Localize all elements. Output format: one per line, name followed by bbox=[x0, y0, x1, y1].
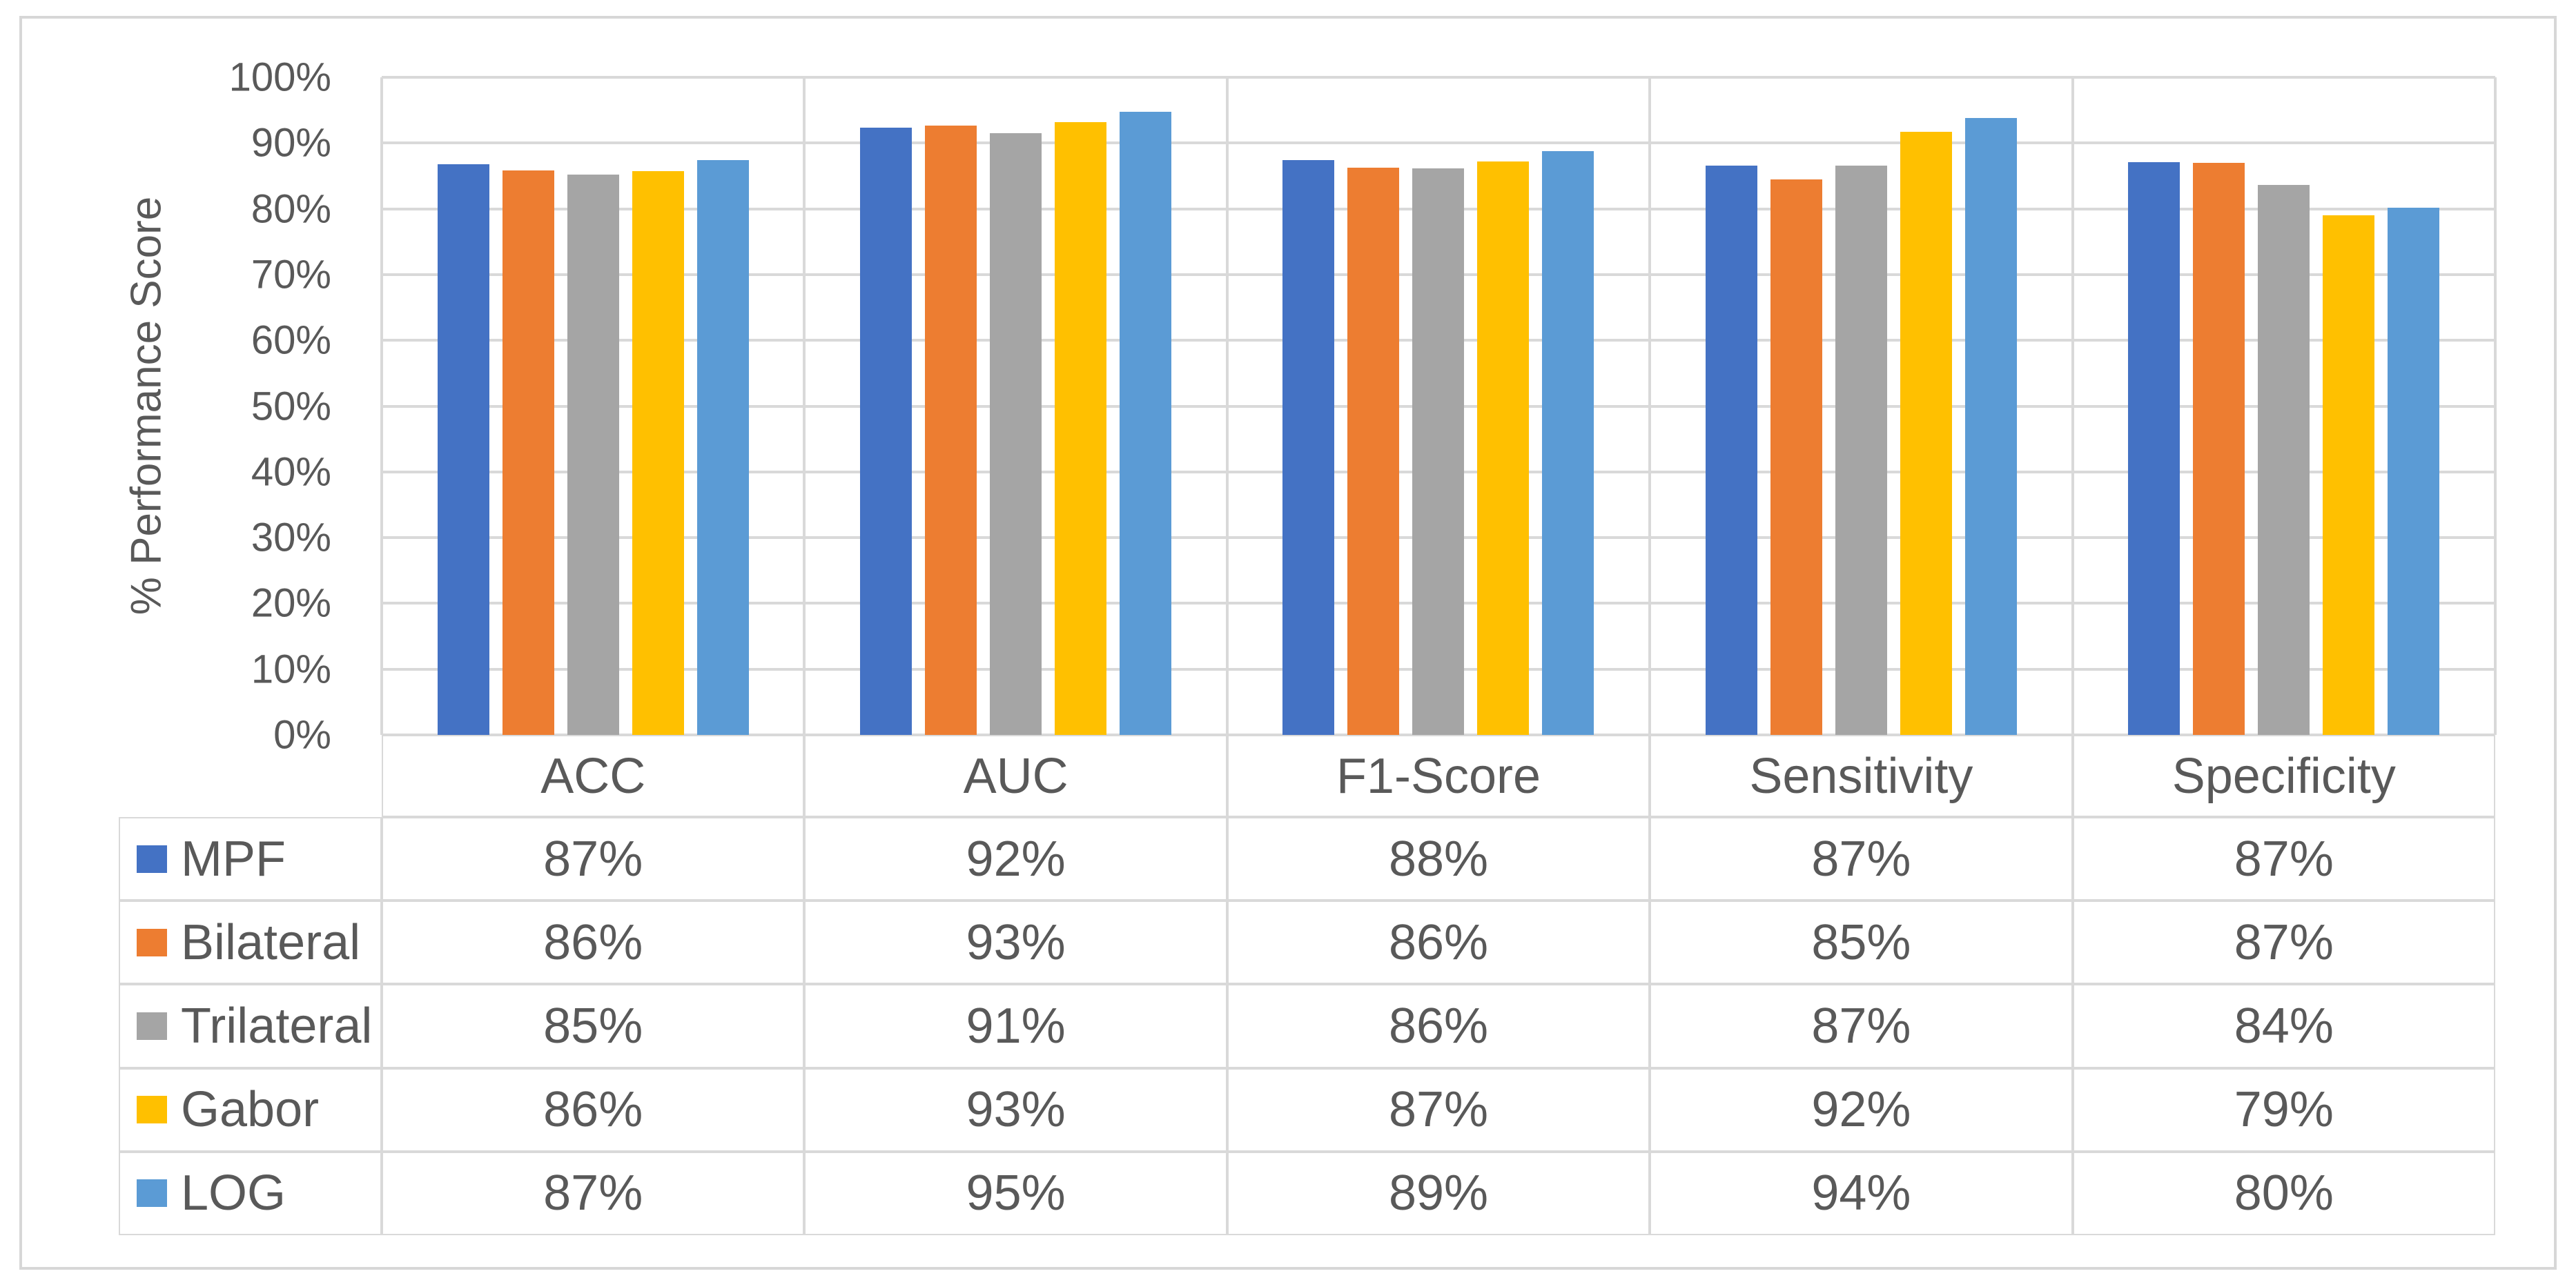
category-header-sensitivity: Sensitivity bbox=[1650, 735, 2073, 817]
gridline-vertical bbox=[803, 77, 806, 735]
category-header-specificity: Specificity bbox=[2072, 735, 2495, 817]
bar-bilateral-sensitivity bbox=[1770, 179, 1822, 735]
bar-gabor-acc bbox=[632, 171, 684, 735]
legend-swatch-icon bbox=[137, 1179, 167, 1208]
bar-bilateral-auc bbox=[925, 125, 977, 735]
bar-group-acc bbox=[382, 77, 804, 735]
legend-swatch-icon bbox=[137, 845, 167, 873]
table-corner-cell bbox=[119, 735, 382, 817]
y-tick-label: 20% bbox=[251, 580, 331, 626]
bar-log-auc bbox=[1120, 111, 1172, 735]
bar-gabor-f1-score bbox=[1477, 161, 1530, 735]
y-tick-label: 60% bbox=[251, 317, 331, 363]
bar-group-auc bbox=[804, 77, 1227, 735]
bar-group-f1-score bbox=[1227, 77, 1650, 735]
table-value-gabor-sensitivity: 92% bbox=[1650, 1068, 2073, 1152]
table-value-gabor-acc: 86% bbox=[382, 1068, 805, 1152]
gridline-horizontal bbox=[382, 141, 2495, 145]
bar-trilateral-acc bbox=[567, 175, 619, 735]
bar-mpf-sensitivity bbox=[1705, 165, 1757, 735]
bar-mpf-acc bbox=[437, 164, 489, 735]
legend-series-name: Gabor bbox=[181, 1082, 320, 1138]
bar-bilateral-f1-score bbox=[1347, 167, 1400, 735]
category-header-acc: ACC bbox=[382, 735, 805, 817]
data-table: ACC AUC F1-Score Sensitivity Specificity MPF 8… bbox=[119, 735, 2495, 1235]
bar-mpf-specificity bbox=[2128, 161, 2180, 735]
y-tick-label: 30% bbox=[251, 515, 331, 560]
legend-cell-log: LOG bbox=[119, 1151, 382, 1235]
y-tick-label: 70% bbox=[251, 252, 331, 297]
bar-mpf-auc bbox=[860, 128, 913, 735]
bar-gabor-specificity bbox=[2323, 215, 2375, 735]
legend-swatch-icon bbox=[137, 1096, 167, 1124]
legend-series-name: LOG bbox=[181, 1166, 286, 1221]
table-value-log-sensitivity: 94% bbox=[1650, 1151, 2073, 1235]
gridline-vertical bbox=[2071, 77, 2074, 735]
table-value-mpf-acc: 87% bbox=[382, 817, 805, 901]
category-header-auc: AUC bbox=[804, 735, 1227, 817]
bar-group-specificity bbox=[2073, 77, 2495, 735]
legend-series-name: Trilateral bbox=[181, 998, 373, 1054]
bar-bilateral-specificity bbox=[2193, 162, 2245, 735]
bar-log-acc bbox=[696, 160, 749, 735]
table-value-mpf-auc: 92% bbox=[804, 817, 1227, 901]
table-value-gabor-auc: 93% bbox=[804, 1068, 1227, 1152]
table-value-trilateral-specificity: 84% bbox=[2072, 984, 2495, 1068]
y-tick-label: 50% bbox=[251, 384, 331, 429]
bar-mpf-f1-score bbox=[1282, 160, 1335, 735]
bar-log-sensitivity bbox=[1964, 118, 2017, 735]
gridline-vertical bbox=[380, 77, 383, 735]
table-value-mpf-f1-score: 88% bbox=[1227, 817, 1650, 901]
table-value-bilateral-auc: 93% bbox=[804, 901, 1227, 985]
bar-trilateral-f1-score bbox=[1412, 168, 1465, 735]
table-value-log-auc: 95% bbox=[804, 1151, 1227, 1235]
table-value-bilateral-specificity: 87% bbox=[2072, 901, 2495, 985]
legend-cell-bilateral: Bilateral bbox=[119, 901, 382, 985]
y-tick-label: 90% bbox=[251, 120, 331, 166]
y-tick-label: 100% bbox=[228, 55, 331, 100]
table-value-bilateral-sensitivity: 85% bbox=[1650, 901, 2073, 985]
y-tick-label: 40% bbox=[251, 449, 331, 495]
legend-series-name: Bilateral bbox=[181, 914, 361, 970]
table-value-log-specificity: 80% bbox=[2072, 1151, 2495, 1235]
bar-log-specificity bbox=[2388, 207, 2440, 735]
bar-trilateral-specificity bbox=[2258, 185, 2310, 735]
table-value-mpf-sensitivity: 87% bbox=[1650, 817, 2073, 901]
bar-trilateral-sensitivity bbox=[1835, 165, 1887, 735]
table-value-trilateral-auc: 91% bbox=[804, 984, 1227, 1068]
bar-trilateral-auc bbox=[990, 133, 1042, 735]
bar-bilateral-acc bbox=[502, 170, 554, 735]
y-tick-label: 0% bbox=[273, 712, 331, 758]
table-value-log-acc: 87% bbox=[382, 1151, 805, 1235]
table-value-bilateral-f1-score: 86% bbox=[1227, 901, 1650, 985]
y-axis-tick-labels: 0% 10% 20% 30% 40% 50% 60% 70% 80% 90% 100% bbox=[124, 55, 331, 758]
gridline-vertical bbox=[2494, 77, 2497, 735]
y-tick-label: 80% bbox=[251, 186, 331, 232]
table-value-trilateral-f1-score: 86% bbox=[1227, 984, 1650, 1068]
gridline-vertical bbox=[1225, 77, 1229, 735]
legend-cell-gabor: Gabor bbox=[119, 1068, 382, 1152]
table-value-bilateral-acc: 86% bbox=[382, 901, 805, 985]
plot-area bbox=[380, 76, 2497, 736]
legend-cell-mpf: MPF bbox=[119, 817, 382, 901]
table-value-trilateral-acc: 85% bbox=[382, 984, 805, 1068]
bar-group-sensitivity bbox=[1650, 77, 2072, 735]
bar-log-f1-score bbox=[1542, 150, 1594, 735]
legend-swatch-icon bbox=[137, 1012, 167, 1040]
y-tick-label: 10% bbox=[251, 647, 331, 692]
table-value-gabor-f1-score: 87% bbox=[1227, 1068, 1650, 1152]
gridline-horizontal bbox=[382, 76, 2495, 79]
legend-series-name: MPF bbox=[181, 831, 286, 887]
table-value-mpf-specificity: 87% bbox=[2072, 817, 2495, 901]
table-value-gabor-specificity: 79% bbox=[2072, 1068, 2495, 1152]
category-header-f1-score: F1-Score bbox=[1227, 735, 1650, 817]
bar-gabor-auc bbox=[1055, 121, 1107, 735]
legend-cell-trilateral: Trilateral bbox=[119, 984, 382, 1068]
table-value-trilateral-sensitivity: 87% bbox=[1650, 984, 2073, 1068]
bar-gabor-sensitivity bbox=[1900, 132, 1952, 735]
table-value-log-f1-score: 89% bbox=[1227, 1151, 1650, 1235]
gridline-vertical bbox=[1648, 77, 1652, 735]
legend-swatch-icon bbox=[137, 928, 167, 956]
